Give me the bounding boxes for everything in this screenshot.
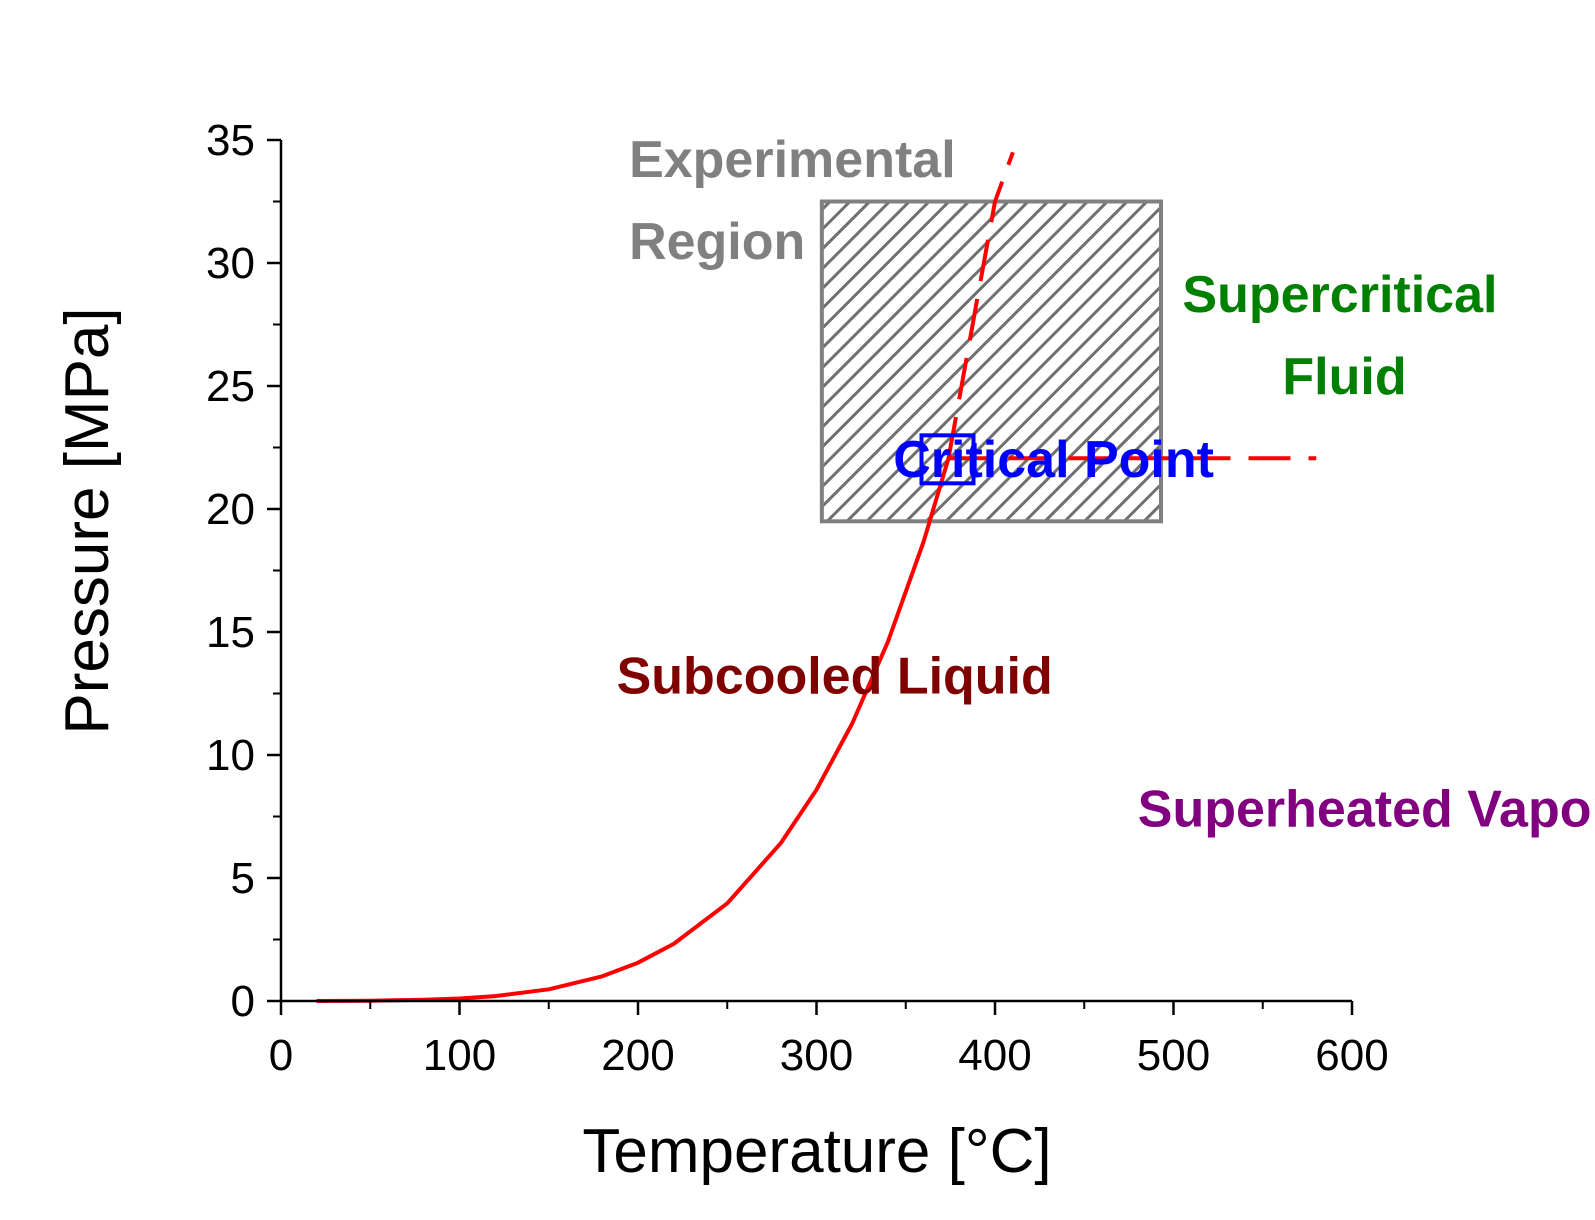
- region-annotation: Subcooled Liquid: [617, 648, 1053, 706]
- saturation-curve: [316, 457, 951, 1003]
- region-annotation: Supercritical Fluid: [1182, 266, 1497, 406]
- y-tick-label: 20: [206, 485, 255, 534]
- dashed-boundary-line: [946, 151, 1015, 459]
- region-annotation: Experimental Region: [629, 131, 956, 271]
- y-axis-title: Pressure [MPa]: [53, 307, 122, 734]
- y-tick-label: 35: [206, 116, 255, 165]
- y-tick-label: 10: [206, 731, 255, 780]
- x-tick-label: 600: [1315, 1031, 1388, 1080]
- y-axis-ticks: 0 5 10 15 20 25 30 35: [206, 116, 281, 1026]
- x-tick-label: 400: [958, 1031, 1031, 1080]
- x-tick-label: 300: [780, 1031, 853, 1080]
- x-axis-ticks: 0 100 200 300 400 500 600: [269, 1001, 1389, 1080]
- y-tick-label: 30: [206, 239, 255, 288]
- region-annotation: Critical Point: [893, 431, 1214, 489]
- marker-layer: [919, 433, 976, 486]
- x-axis-title: Temperature [°C]: [582, 1117, 1051, 1186]
- region-annotation: Superheated Vapor: [1138, 780, 1595, 838]
- y-tick-label: 15: [206, 608, 255, 657]
- x-tick-label: 100: [423, 1031, 496, 1080]
- series-layer: [316, 151, 1317, 1003]
- axes: 0 100 200 300 400 500 600 0 5 10 15 20 25 30 35: [206, 116, 1389, 1080]
- x-tick-label: 0: [269, 1031, 293, 1080]
- y-tick-label: 25: [206, 362, 255, 411]
- y-tick-label: 0: [231, 977, 255, 1026]
- y-tick-label: 5: [231, 854, 255, 903]
- annotations: Experimental Region Supercritical Fluid Crit…: [617, 131, 1595, 838]
- critical-point-marker: [919, 433, 976, 486]
- x-tick-label: 500: [1137, 1031, 1210, 1080]
- regions-layer: [819, 199, 1164, 524]
- x-tick-label: 200: [601, 1031, 674, 1080]
- experimental-region-box: [819, 199, 1164, 524]
